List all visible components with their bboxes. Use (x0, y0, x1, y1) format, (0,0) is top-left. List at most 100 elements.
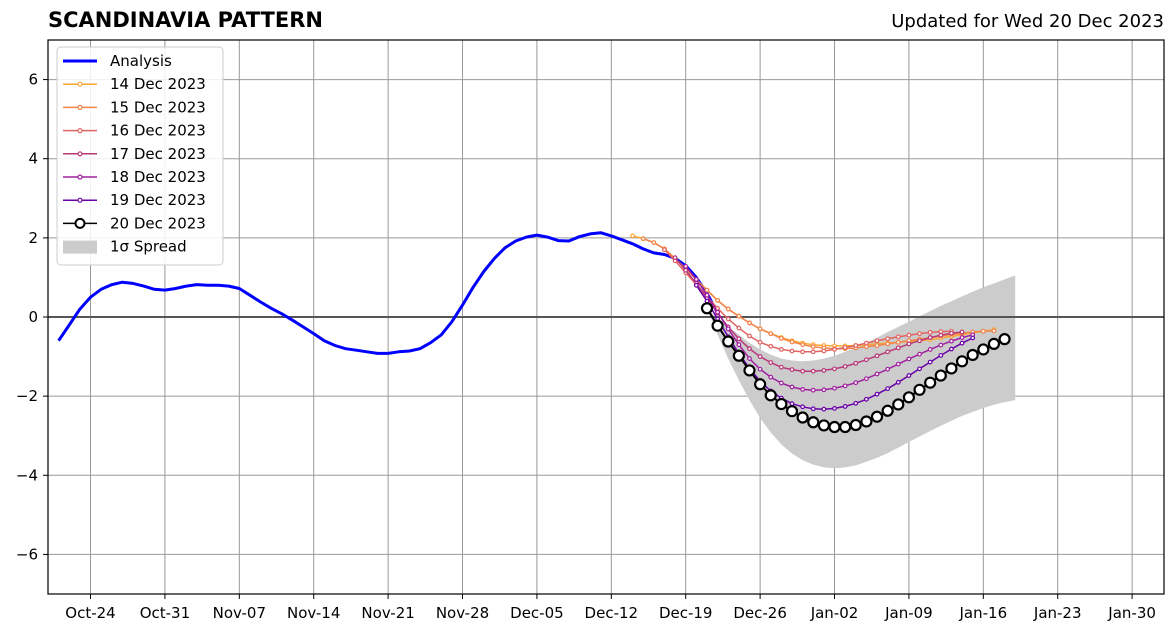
forecast-point (810, 406, 816, 412)
forecast-point (853, 400, 859, 406)
forecast-point (895, 334, 901, 340)
forecast-point (842, 364, 848, 369)
x-tick-label: Jan-16 (959, 604, 1008, 622)
forecast-point (757, 366, 763, 372)
forecast-point (864, 376, 869, 382)
axes: Oct-24 Oct-31 Nov-07 Nov-14 Nov-21 Nov-28 Dec-… (16, 39, 1165, 622)
forecast-point (640, 236, 646, 242)
forecast-point (775, 397, 788, 411)
forecast-series (700, 302, 1011, 434)
legend-entry: 16 Dec 2023 (63, 122, 206, 140)
forecast-point (725, 316, 731, 322)
forecast-point (800, 404, 806, 410)
forecast-point (895, 379, 901, 385)
forecast-point (810, 344, 816, 350)
forecast-point (789, 367, 795, 373)
legend-label: 16 Dec 2023 (110, 122, 206, 140)
forecast-point (874, 391, 880, 397)
forecast-point (917, 366, 922, 372)
forecast-point (651, 240, 657, 246)
forecast-point (672, 255, 678, 261)
forecast-point (998, 333, 1011, 346)
forecast-point (945, 362, 958, 375)
forecast-point (938, 332, 944, 338)
forecast-point (768, 374, 774, 380)
forecast-point (959, 340, 965, 346)
forecast-point (949, 330, 954, 336)
forecast-point (807, 416, 820, 429)
forecast-point (768, 343, 774, 349)
x-tick-label: Dec-12 (585, 604, 639, 622)
forecast-point (874, 338, 880, 344)
forecast-point (885, 386, 891, 392)
forecast-point (754, 378, 767, 391)
forecast-point (747, 346, 752, 352)
forecast-point (980, 328, 986, 334)
forecast-point (789, 384, 795, 390)
forecast-point (757, 339, 763, 345)
forecast-point (796, 411, 809, 424)
x-tick-label: Jan-09 (884, 604, 933, 622)
forecast-point (839, 420, 852, 434)
legend-entry: 14 Dec 2023 (63, 75, 206, 93)
forecast-point (747, 356, 752, 361)
forecast-point (736, 342, 742, 348)
legend-label: 1σ Spread (110, 238, 187, 256)
x-tick-label: Dec-05 (510, 604, 564, 622)
forecast-point (842, 404, 848, 409)
forecast-point (832, 347, 837, 352)
forecast-point (881, 404, 894, 417)
forecast-point (959, 335, 965, 340)
forecast-point (736, 336, 742, 342)
legend-label: 20 Dec 2023 (110, 214, 206, 232)
forecast-point (864, 357, 869, 363)
forecast-point (757, 326, 763, 332)
forecast-point (970, 335, 976, 341)
analysis-line (57, 231, 719, 355)
forecast-point (902, 391, 916, 404)
legend-entry: 17 Dec 2023 (63, 145, 206, 163)
forecast-point (693, 277, 699, 282)
forecast-point (917, 351, 922, 357)
forecast-point (800, 349, 806, 355)
forecast-point (704, 287, 710, 293)
forecast-point (934, 369, 947, 382)
forecast-point (747, 333, 752, 339)
legend-label: 17 Dec 2023 (110, 145, 206, 163)
series-layer (57, 231, 1011, 434)
forecast-point (966, 348, 979, 362)
x-tick-label: Nov-21 (361, 604, 414, 622)
y-tick-label: 0 (28, 308, 38, 326)
forecast-point (977, 343, 990, 356)
chart-title: SCANDINAVIA PATTERN (48, 8, 323, 32)
forecast-point (704, 292, 710, 298)
forecast-point (817, 419, 830, 432)
forecast-point (832, 385, 837, 391)
forecast-point (821, 348, 827, 354)
legend-marker (77, 197, 83, 203)
legend-marker (77, 174, 83, 180)
legend-swatch (63, 240, 97, 254)
forecast-point (800, 368, 806, 374)
forecast-line (685, 265, 973, 391)
forecast-point (917, 338, 922, 344)
legend-label: 14 Dec 2023 (110, 75, 206, 93)
x-tick-label: Nov-28 (436, 604, 489, 622)
forecast-point (892, 398, 905, 411)
forecast-point (743, 364, 756, 377)
forecast-point (736, 325, 742, 331)
legend-entry: 18 Dec 2023 (63, 168, 206, 186)
forecast-point (785, 405, 799, 418)
chart-subtitle: Updated for Wed 20 Dec 2023 (891, 11, 1164, 32)
y-tick-label: 6 (28, 71, 38, 89)
forecast-point (778, 347, 784, 352)
forecast-point (810, 349, 816, 355)
forecast-point (832, 366, 837, 372)
forecast-point (778, 335, 784, 341)
legend-label: 18 Dec 2023 (110, 168, 206, 186)
forecast-point (725, 306, 731, 312)
forecast-point (895, 339, 901, 345)
forecast-point (895, 361, 901, 367)
forecast-series (683, 263, 976, 393)
